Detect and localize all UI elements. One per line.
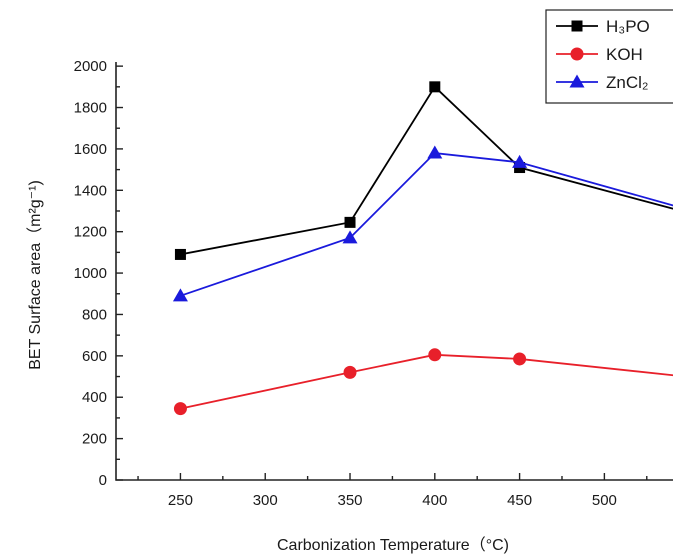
data-series [172, 81, 673, 416]
x-tick-label: 300 [253, 492, 278, 509]
y-tick-label: 1400 [74, 182, 107, 199]
x-tick-label: 400 [422, 492, 447, 509]
y-tick-label: 200 [82, 431, 107, 448]
data-point [342, 230, 358, 244]
legend: H₃PO KOH ZnCl₂ [545, 9, 673, 104]
plot-frame [115, 62, 673, 481]
y-tick-label: 1200 [74, 224, 107, 241]
legend-label: H₃PO [606, 17, 650, 36]
y-tick-label: 400 [82, 389, 107, 406]
x-axis-title: Carbonization Temperature（°C) [277, 536, 509, 554]
x-tick-label: 350 [338, 492, 363, 509]
legend-label: KOH [606, 45, 643, 64]
series-line [180, 152, 673, 297]
x-tick-label: 500 [592, 492, 617, 509]
data-point [344, 216, 356, 228]
axes [115, 62, 673, 481]
series-square [174, 81, 673, 260]
data-point [513, 352, 527, 366]
data-point [173, 402, 187, 416]
y-tick-label: 0 [99, 472, 107, 489]
legend-marker [569, 74, 585, 88]
x-tick-label: 250 [168, 492, 193, 509]
y-tick-label: 1600 [74, 141, 107, 158]
series-circle [173, 348, 673, 416]
y-tick-label: 1800 [74, 100, 107, 117]
data-point [343, 365, 357, 379]
legend-label: ZnCl₂ [606, 73, 649, 92]
series-line [180, 85, 673, 256]
data-point [428, 348, 442, 362]
data-point [427, 145, 443, 159]
series-line [180, 353, 673, 410]
y-tick-label: 2000 [74, 58, 107, 75]
legend-entry: ZnCl₂ [556, 73, 649, 92]
data-point [512, 154, 528, 168]
tick-marks [116, 65, 648, 481]
data-point [172, 288, 188, 302]
y-axis-title: BET Surface area（m²g⁻¹) [26, 180, 44, 370]
y-tick-label: 1000 [74, 265, 107, 282]
legend-entry: H₃PO [556, 17, 650, 36]
y-tick-label: 600 [82, 348, 107, 365]
legend-marker [570, 47, 584, 61]
tick-labels: 0 200 400 600 800 1000 1200 1400 1600 1800 2000 250… [74, 58, 617, 509]
series-triangle [172, 145, 673, 302]
x-tick-label: 450 [507, 492, 532, 509]
legend-entry: KOH [556, 45, 643, 64]
y-tick-label: 800 [82, 306, 107, 323]
legend-marker [571, 20, 583, 32]
data-point [174, 248, 186, 260]
data-point [429, 81, 441, 93]
